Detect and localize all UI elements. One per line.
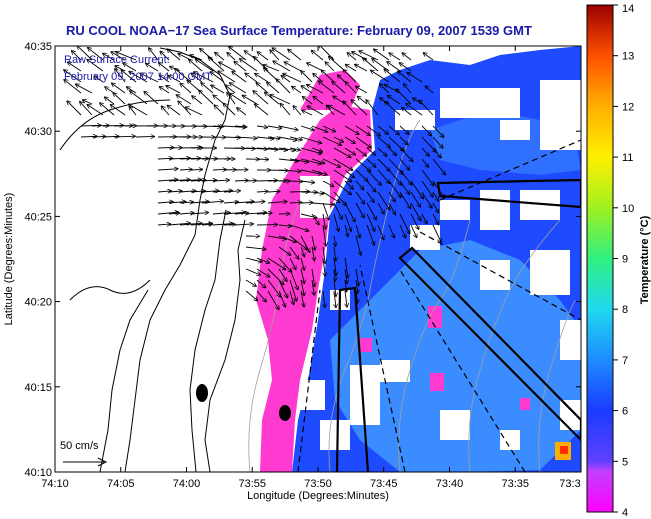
colorbar-tick-label: 7 [622,355,628,367]
colorbar-tick-label: 11 [622,152,633,164]
x-tick-label: 73:35 [501,478,529,490]
y-tick-label: 40:15 [24,382,52,394]
colorbar-tick-label: 4 [622,507,628,519]
x-axis-label: Longitude (Degrees:Minutes) [247,490,389,502]
y-tick-label: 40:30 [24,126,52,138]
surface-current-vectors [64,46,445,310]
colorbar-tick-label: 10 [622,203,634,215]
legend-line-2: February 09, 2007 14:00 GMT [64,71,212,83]
colorbar-tick-label: 8 [622,304,628,316]
x-tick-label: 73:3 [559,478,580,490]
x-tick-label: 73:40 [436,478,464,490]
x-tick-label: 74:10 [41,478,69,490]
map-title: RU COOL NOAA−17 Sea Surface Temperature:… [66,23,532,38]
plot-area [55,46,581,472]
y-tick-label: 40:25 [24,211,52,223]
x-tick-label: 74:00 [173,478,201,490]
colorbar-tick-label: 13 [622,51,634,63]
scale-label: 50 cm/s [60,440,99,452]
colorbar-tick-label: 14 [622,3,634,15]
shipping-lanes [297,139,581,472]
colorbar [586,4,614,513]
coastline [59,47,246,472]
sst-lightblue-region [330,240,581,472]
station-marker [196,384,208,402]
bathymetry-contours [248,119,576,472]
colorbar-tick-label: 9 [622,254,628,266]
station-marker [279,405,291,421]
sst-magenta-region [256,105,372,472]
y-tick-label: 40:35 [24,41,52,53]
x-tick-label: 74:05 [107,478,135,490]
colorbar-tick-label: 6 [622,406,628,418]
colorbar-tick-label: 12 [622,101,634,113]
x-tick-label: 73:45 [370,478,398,490]
y-tick-label: 40:10 [24,467,52,479]
colorbar-ticks: 14 13 12 11 10 9 8 7 6 5 4 [613,3,634,519]
x-axis-ticks: 74:10 74:05 74:00 73:55 73:50 73:45 73:40 73:35… [41,46,582,490]
y-axis-ticks: 40:35 40:30 40:25 40:20 40:15 40:10 [24,41,581,479]
y-tick-label: 40:20 [24,297,52,309]
x-tick-label: 73:55 [238,478,266,490]
legend-line-1: Raw Surface Current: [64,54,170,66]
y-axis-label: Latitude (Degrees:Minutes) [3,193,15,326]
x-tick-label: 73:50 [304,478,332,490]
colorbar-tick-label: 5 [622,456,628,468]
colorbar-label: Temperature (°C) [639,215,651,304]
